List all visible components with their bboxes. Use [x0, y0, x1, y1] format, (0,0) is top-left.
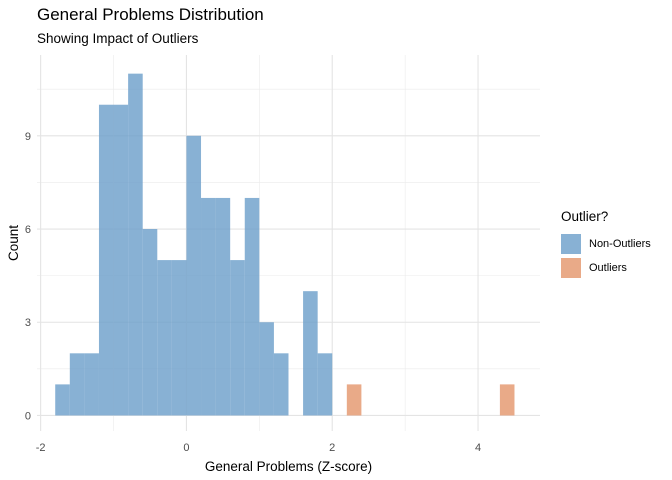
x-tick-label: 0	[183, 442, 189, 454]
bar-non-outliers	[273, 353, 289, 416]
chart-title: General Problems Distribution	[37, 5, 264, 24]
legend-item-non-outliers: Non-Outliers	[561, 232, 651, 256]
bar-non-outliers	[69, 353, 85, 416]
bar-non-outliers	[186, 135, 202, 416]
y-tick-label: 9	[25, 131, 31, 143]
bar-non-outliers	[157, 260, 172, 416]
bar-non-outliers	[98, 104, 114, 416]
x-tick-label: 4	[475, 442, 481, 454]
bar-non-outliers	[171, 260, 187, 416]
bar-non-outliers	[201, 197, 216, 416]
legend-label-non-outliers: Non-Outliers	[589, 238, 651, 250]
bar-non-outliers	[317, 353, 333, 416]
bar-non-outliers	[84, 353, 99, 416]
bar-non-outliers	[230, 260, 245, 416]
legend-item-outliers: Outliers	[561, 256, 651, 280]
legend-title: Outlier?	[561, 209, 609, 224]
legend-label-outliers: Outliers	[589, 262, 627, 274]
bar-non-outliers	[259, 322, 274, 416]
legend: Outlier? Non-Outliers Outliers	[561, 209, 651, 280]
x-tick-label: -2	[36, 442, 46, 454]
bar-outliers	[499, 384, 515, 416]
legend-swatch-outliers	[561, 258, 581, 278]
y-tick-label: 0	[25, 410, 31, 422]
legend-swatch-non-outliers	[561, 234, 581, 254]
x-tick-label: 2	[329, 442, 335, 454]
y-axis-title: Count	[6, 225, 21, 261]
y-tick-label: 6	[25, 224, 31, 236]
bar-non-outliers	[244, 197, 260, 416]
bar-non-outliers	[215, 197, 231, 416]
bar-non-outliers	[55, 384, 70, 416]
bar-non-outliers	[128, 73, 143, 416]
bar-non-outliers	[303, 291, 318, 416]
y-tick-label: 3	[25, 317, 31, 329]
bar-outliers	[346, 384, 362, 416]
chart-subtitle: Showing Impact of Outliers	[37, 31, 199, 46]
bar-non-outliers	[142, 229, 158, 416]
x-axis-title: General Problems (Z-score)	[205, 459, 372, 474]
bar-non-outliers	[113, 104, 129, 416]
